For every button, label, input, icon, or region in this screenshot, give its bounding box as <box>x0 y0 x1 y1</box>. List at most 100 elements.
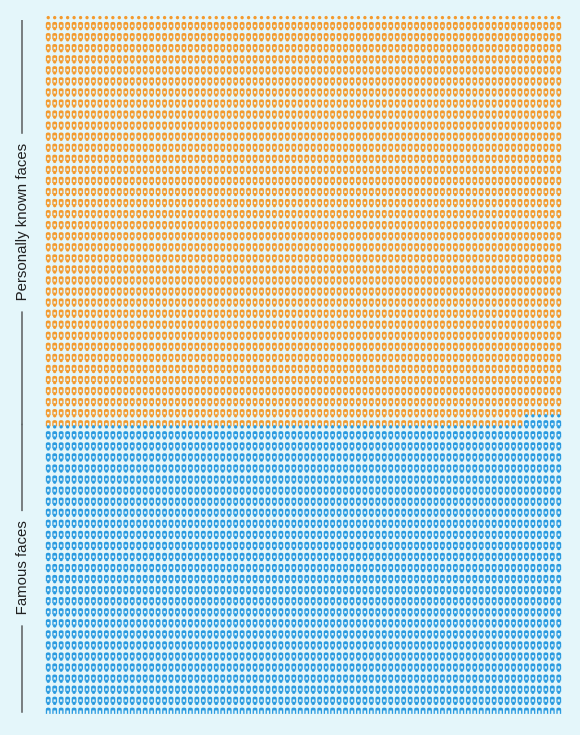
person-icon <box>323 325 329 338</box>
person-icon <box>129 93 135 106</box>
person-icon <box>343 237 348 250</box>
person-icon <box>175 292 180 305</box>
person-icon <box>530 646 536 659</box>
person-icon <box>246 259 251 272</box>
person-icon <box>194 469 200 482</box>
person-icon <box>278 325 284 338</box>
person-icon <box>162 170 167 183</box>
person-icon <box>343 568 348 582</box>
person-icon <box>233 314 239 327</box>
person-icon <box>103 624 109 637</box>
person-icon <box>524 613 529 626</box>
person-icon <box>459 546 465 560</box>
person-icon <box>530 579 536 593</box>
person-icon <box>433 358 439 371</box>
person-icon <box>388 491 394 504</box>
person-icon <box>433 215 439 228</box>
person-icon <box>420 668 426 681</box>
person-icon <box>472 690 478 703</box>
person-icon <box>304 248 310 261</box>
person-icon <box>200 38 206 51</box>
person-icon <box>116 557 122 571</box>
person-icon <box>491 557 497 571</box>
person-icon <box>226 679 232 692</box>
person-icon <box>407 546 413 560</box>
person-icon <box>349 314 355 327</box>
person-icon <box>478 148 484 161</box>
person-icon <box>317 690 323 703</box>
person-icon <box>536 414 542 427</box>
person-icon <box>433 679 439 692</box>
person-icon <box>524 303 529 316</box>
person-icon <box>478 358 484 371</box>
person-icon <box>246 281 251 294</box>
person-icon <box>414 115 419 128</box>
person-icon <box>524 292 529 305</box>
person-icon <box>168 602 174 615</box>
person-icon <box>71 259 77 272</box>
person-icon <box>336 469 342 482</box>
person-icon <box>485 403 491 416</box>
person-icon <box>452 26 458 40</box>
person-icon <box>181 469 187 482</box>
person-icon <box>58 546 64 560</box>
person-icon <box>188 49 193 62</box>
person-icon <box>162 425 167 438</box>
person-icon <box>556 126 562 139</box>
person-icon <box>401 26 407 40</box>
person-icon <box>207 579 213 593</box>
person-icon <box>207 701 213 714</box>
person-icon <box>45 635 51 648</box>
person-icon <box>52 502 58 515</box>
person-icon <box>45 215 51 228</box>
person-icon <box>116 679 122 692</box>
person-icon <box>284 303 290 316</box>
person-icon <box>129 646 135 659</box>
person-icon <box>181 137 187 150</box>
person-icon <box>517 513 523 526</box>
person-icon <box>343 469 348 482</box>
person-icon <box>110 679 116 692</box>
person-icon <box>246 513 251 526</box>
person-icon <box>97 480 103 493</box>
person-icon <box>297 447 303 460</box>
person-icon <box>65 203 71 217</box>
person-icon <box>556 414 562 427</box>
person-icon <box>207 602 213 615</box>
person-icon <box>440 546 445 560</box>
person-icon <box>97 115 103 128</box>
person-icon <box>420 170 426 183</box>
person-icon <box>220 535 226 548</box>
person-icon <box>91 579 96 593</box>
person-icon <box>97 624 103 637</box>
person-icon <box>284 480 290 493</box>
person-icon <box>91 646 96 659</box>
person-icon <box>381 679 387 692</box>
person-icon <box>388 292 394 305</box>
person-icon <box>252 104 258 117</box>
person-icon <box>58 358 64 371</box>
person-icon <box>524 591 529 604</box>
person-icon <box>175 613 180 626</box>
person-icon <box>162 524 167 537</box>
person-icon <box>91 292 96 305</box>
person-icon <box>213 71 219 84</box>
person-icon <box>317 469 323 482</box>
person-icon <box>129 347 135 360</box>
person-icon <box>155 403 161 416</box>
person-icon <box>530 215 536 228</box>
person-icon <box>330 226 335 239</box>
person-icon <box>336 358 342 371</box>
person-icon <box>291 60 297 73</box>
person-icon <box>272 126 277 139</box>
person-icon <box>84 480 90 493</box>
person-icon <box>291 613 297 626</box>
person-icon <box>543 347 549 360</box>
person-icon <box>498 26 504 40</box>
person-icon <box>323 591 329 604</box>
person-icon <box>381 668 387 681</box>
person-icon <box>524 93 529 106</box>
person-icon <box>123 391 129 405</box>
person-icon <box>459 535 465 548</box>
person-icon <box>116 380 122 394</box>
